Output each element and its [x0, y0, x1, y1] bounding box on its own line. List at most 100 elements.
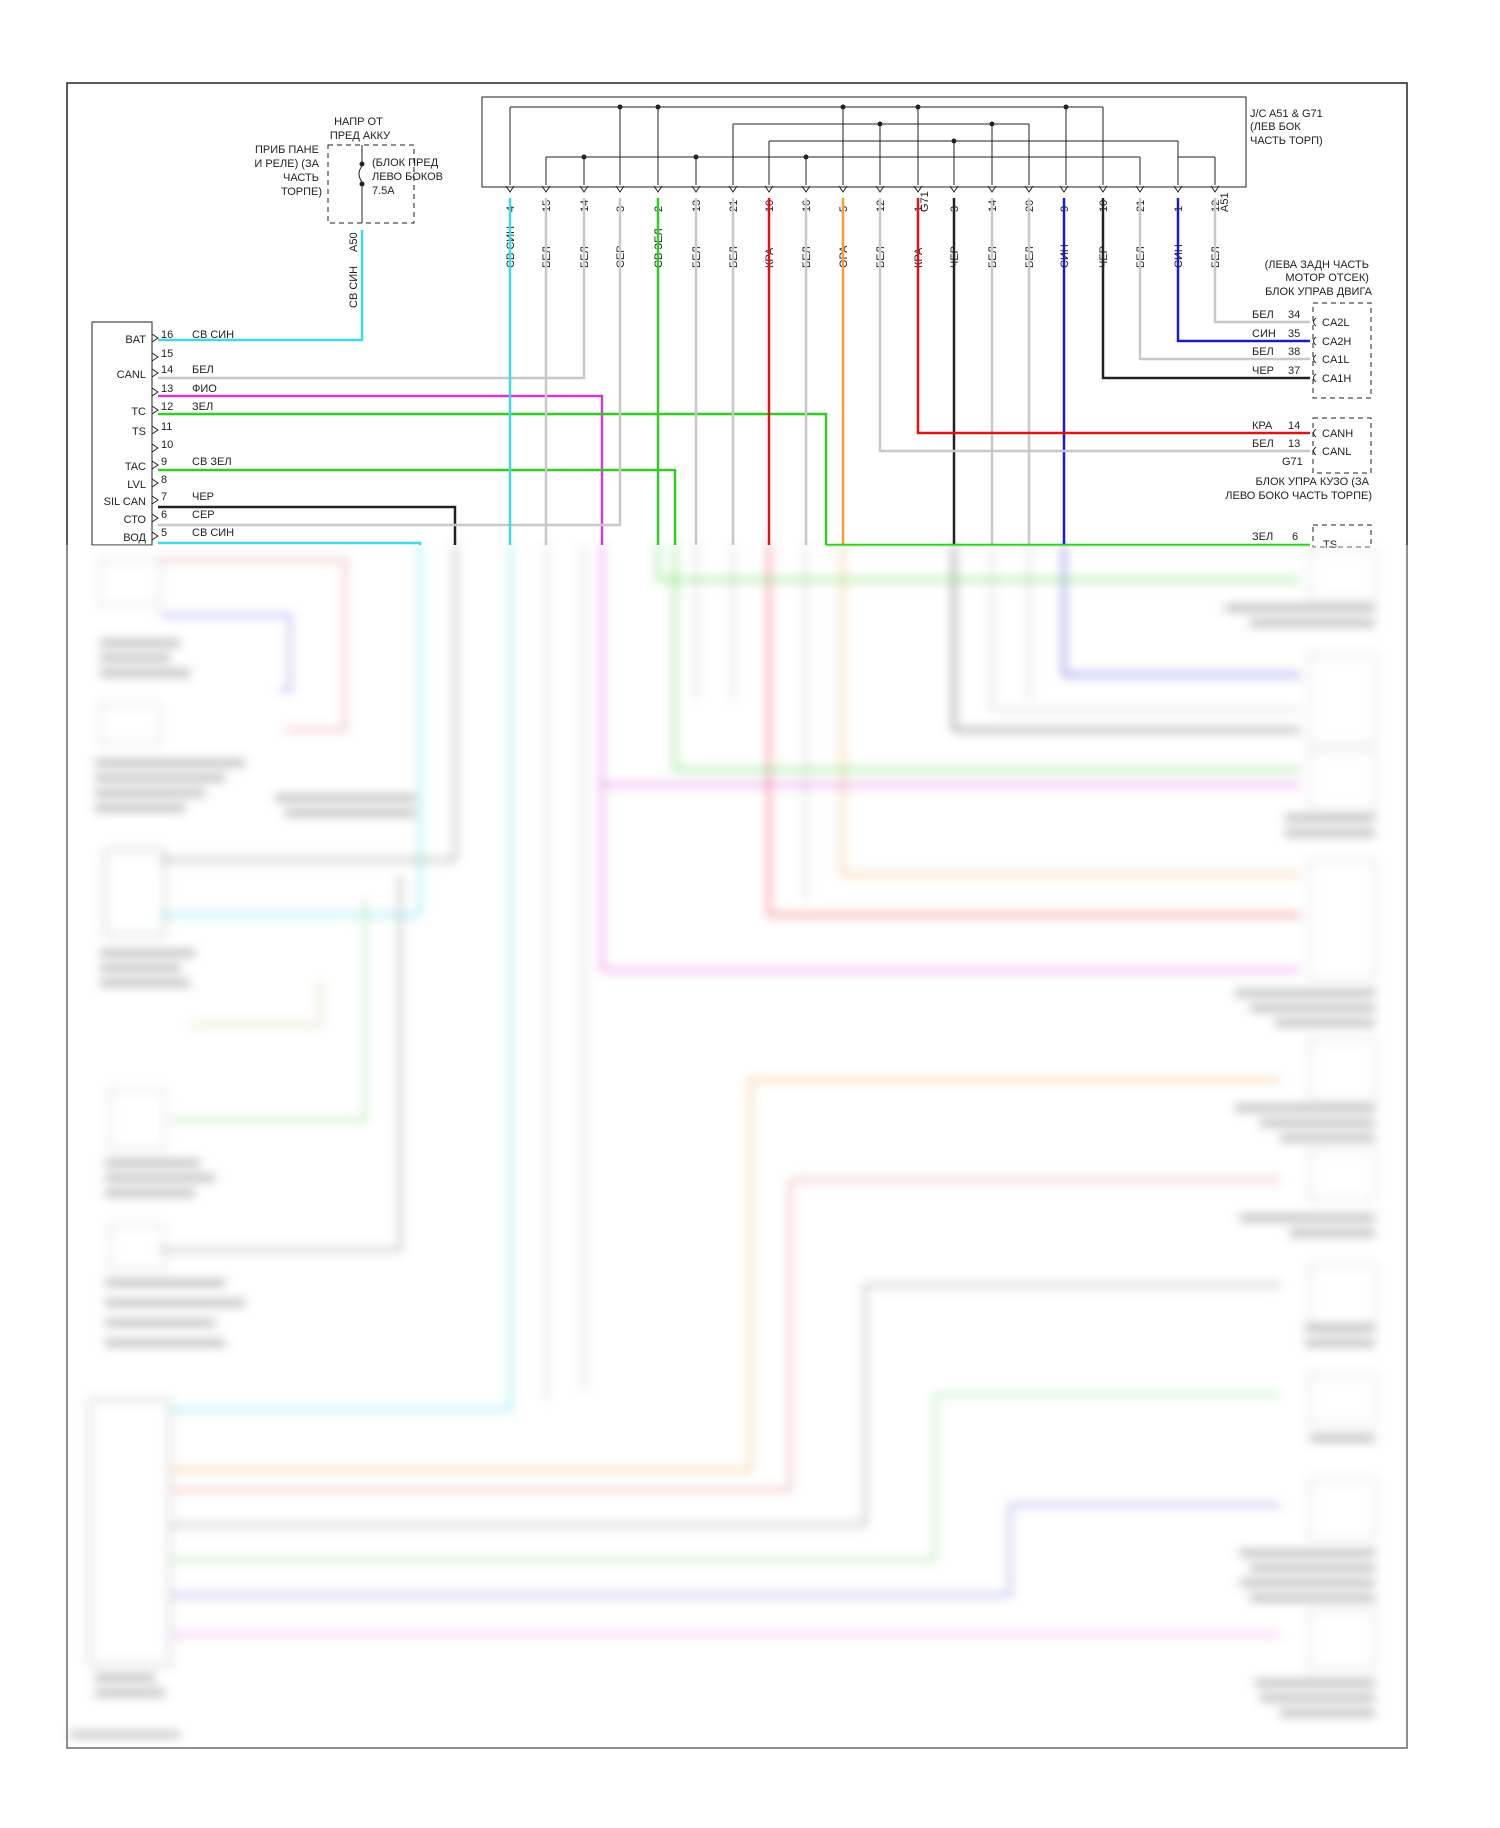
wire-fio	[158, 394, 604, 545]
wire-tac	[158, 468, 677, 545]
ts-wire-color: ЗЕЛ	[1252, 531, 1273, 543]
ecu-pin-label: CA2H	[1322, 336, 1351, 348]
module-pin-wire-color: СВ ЗЕЛ	[192, 456, 232, 468]
module-pin-label: TC	[131, 406, 146, 418]
module-pin-number: 14	[161, 364, 173, 376]
left-module-pins: BAT 16 СВ СИН 15 CANL 14 БЕЛ 13 ФИО TC 12 ЗЕЛ TS 11 10…	[104, 329, 235, 544]
blurred-lower-diagram	[70, 545, 1376, 1737]
ecu-pin-number: 35	[1288, 328, 1300, 340]
bus-terminal-arrow	[949, 185, 959, 193]
ecu-pin-socket	[1313, 336, 1317, 346]
engine-ecu-title: (ЛЕВА ЗАДН ЧАСТЬ МОТОР ОТСЕК) БЛОК УПРАВ…	[1265, 259, 1373, 298]
module-pin-arrow	[151, 513, 159, 523]
bus-terminal-arrow	[1173, 185, 1183, 193]
bus-internal-links	[509, 104, 1216, 185]
bus-vertical-wires	[508, 198, 1310, 547]
module-pin-arrow	[151, 478, 159, 488]
bus-connector-g71: G71	[919, 191, 931, 212]
fuse-box	[327, 144, 415, 224]
module-pin-arrow	[151, 531, 159, 541]
module-pin-number: 9	[161, 456, 167, 468]
body-ecu-box	[1312, 417, 1372, 474]
module-pin-number: 10	[161, 439, 173, 451]
wire-bat-supply	[158, 230, 364, 342]
body-ecu-pins: КРА 14 CANH БЕЛ 13 CANL	[1252, 420, 1353, 458]
ecu-pin-wire-color: БЕЛ	[1252, 438, 1274, 450]
module-pin-number: 5	[161, 527, 167, 539]
ts-connector-box	[1312, 524, 1372, 548]
module-pin-number: 13	[161, 383, 173, 395]
module-pin-number: 15	[161, 348, 173, 360]
module-pin-number: 6	[161, 509, 167, 521]
bus-terminal-arrow	[505, 185, 515, 193]
module-pin-label: CANL	[117, 369, 146, 381]
module-pin-label: LVL	[127, 479, 146, 491]
module-pin-number: 12	[161, 401, 173, 413]
module-pin-wire-color: БЕЛ	[192, 364, 214, 376]
module-pin-number: 8	[161, 474, 167, 486]
ecu-pin-wire-color: КРА	[1252, 420, 1273, 432]
ecu-pin-socket	[1313, 354, 1317, 364]
module-pin-arrow	[151, 443, 159, 453]
module-pin-number: 11	[161, 421, 172, 433]
ecu-pin-label: CA1H	[1322, 373, 1351, 385]
bus-terminal-arrow	[541, 185, 551, 193]
bus-terminal-arrow	[579, 185, 589, 193]
ecu-pin-socket	[1313, 317, 1317, 327]
ts-pin-number: 6	[1292, 531, 1298, 543]
ecu-pin-socket	[1313, 428, 1317, 438]
bus-terminal-arrow	[764, 185, 774, 193]
ecu-pin-wire-color: ЧЕР	[1252, 365, 1274, 377]
bus-terminal-arrow	[1135, 185, 1145, 193]
fuse-block-label: (БЛОК ПРЕД ЛЕВО БОКОВ 7.5A	[372, 157, 446, 197]
wire-sto	[158, 198, 622, 527]
module-pin-number: 16	[161, 329, 173, 341]
module-pin-label: СТО	[124, 514, 147, 526]
module-pin-wire-color: СВ СИН	[192, 329, 234, 341]
module-pin-arrow	[151, 368, 159, 378]
module-pin-number: 7	[161, 491, 167, 503]
fuse-symbol	[358, 145, 365, 223]
bus-terminal-arrow	[1210, 185, 1220, 193]
power-source-label: НАПР ОТ ПРЕД АККУ	[330, 116, 391, 142]
engine-ecu-pins: БЕЛ 34 CA2L СИН 35 CA2H БЕЛ 38 CA1L ЧЕР 37 CA1H	[1252, 309, 1351, 385]
bus-terminal-arrow	[875, 185, 885, 193]
body-ecu-connector: G71	[1282, 456, 1303, 468]
module-pin-label: ВОД	[123, 532, 146, 544]
module-pin-arrow	[151, 405, 159, 415]
ecu-pin-label: CA2L	[1322, 317, 1350, 329]
ecu-pin-wire-color: БЕЛ	[1252, 346, 1274, 358]
bus-terminal-arrow	[615, 185, 625, 193]
ecu-pin-number: 14	[1288, 420, 1300, 432]
wire-tc	[158, 412, 828, 545]
bus-terminal-arrow	[691, 185, 701, 193]
ecu-pin-number: 38	[1288, 346, 1300, 358]
module-pin-arrow	[151, 495, 159, 505]
ts-pin-label: TS	[1323, 539, 1337, 551]
module-pin-wire-color: СЕР	[192, 509, 215, 521]
module-pin-arrow	[151, 352, 159, 362]
fuse-connector-label: A50	[348, 232, 360, 252]
bus-terminal-arrow	[728, 185, 738, 193]
ecu-pin-label: CANL	[1322, 446, 1351, 458]
module-pin-arrow	[151, 333, 159, 343]
ecu-pin-number: 37	[1288, 365, 1300, 377]
wire-vod	[158, 541, 422, 545]
ecu-pin-socket	[1313, 446, 1317, 456]
module-pin-wire-color: ФИО	[192, 383, 217, 395]
module-pin-wire-color: ЧЕР	[192, 491, 214, 503]
module-pin-wire-color: ЗЕЛ	[192, 401, 213, 413]
ecu-pin-number: 13	[1288, 438, 1300, 450]
bus-terminal-arrow	[987, 185, 997, 193]
module-pin-arrow	[151, 460, 159, 470]
bus-terminal-arrow	[913, 185, 923, 193]
ecu-pin-number: 34	[1288, 309, 1300, 321]
bus-terminal-arrow	[838, 185, 848, 193]
wire-sil-can	[158, 505, 457, 545]
ecu-pin-socket	[1313, 373, 1317, 383]
module-pin-arrow	[151, 387, 159, 397]
fuse-location-label: ПРИБ ПАНЕ И РЕЛЕ) (ЗА ЧАСТЬ ТОРПЕ)	[254, 144, 322, 198]
junction-connector-label: J/C A51 & G71 (ЛЕВ БОК ЧАСТЬ ТОРП)	[1250, 108, 1326, 147]
module-pin-label: BAT	[125, 334, 146, 346]
